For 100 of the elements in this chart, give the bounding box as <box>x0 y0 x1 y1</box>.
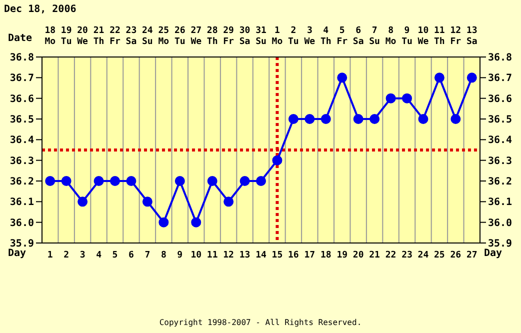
x-tick-label: 28 Th <box>206 26 218 47</box>
y-tick-label: 36.5 <box>10 114 34 126</box>
y2-tick-label: 36.0 <box>488 218 512 229</box>
x-tick-label: 20 We <box>77 26 89 47</box>
point <box>370 114 380 124</box>
x2-tick-label: 22 <box>385 250 396 260</box>
y2-tick-label: 36.2 <box>488 176 512 188</box>
point <box>337 72 348 83</box>
x2-tick-label: 1 <box>47 250 53 260</box>
x-tick-label: 29 Fr <box>223 26 235 47</box>
y-tick-label: 36.6 <box>10 94 34 105</box>
point <box>191 217 202 228</box>
point <box>304 114 315 124</box>
x2-tick-label: 13 <box>239 250 250 260</box>
x-tick-label: 6 Sa <box>352 26 364 47</box>
y2-tick-label: 36.3 <box>488 156 512 167</box>
x2-tick-label: 18 <box>320 250 332 260</box>
y-tick-label: 36.2 <box>10 176 34 188</box>
x2-tick-label: 26 <box>450 250 462 260</box>
x2-tick-label: 14 <box>256 250 267 260</box>
y-tick-label: 35.9 <box>10 238 34 250</box>
y2-tick-label: 36.1 <box>488 197 512 208</box>
x2-tick-label: 20 <box>352 250 364 260</box>
text: Day <box>8 248 26 259</box>
x-tick-label: 12 Fr <box>450 26 462 47</box>
point <box>386 93 396 104</box>
x2-tick-label: 11 <box>206 250 218 260</box>
x2-tick-label: 4 <box>96 250 102 260</box>
point <box>450 114 461 124</box>
x2-tick-label: 21 <box>369 250 380 260</box>
x2-tick-label: 25 <box>434 250 445 260</box>
x-tick-label: 31 Su <box>256 26 266 47</box>
x2-tick-label: 2 <box>64 250 70 260</box>
x2-axis-title: Day <box>484 248 502 259</box>
x-tick-label: 26 Tu <box>174 26 186 47</box>
point <box>320 114 331 124</box>
point <box>158 217 169 228</box>
point <box>272 155 282 166</box>
x-tick-label: 25 Mo <box>158 26 170 47</box>
x2-tick-label: 7 <box>144 250 150 260</box>
x2-tick-label: 24 <box>418 250 430 260</box>
text: Copyright 1998-2007 - All Rights Reserved. <box>158 318 363 327</box>
x-tick-label: 9 Tu <box>402 26 412 47</box>
x-tick-label: 10 We <box>418 26 430 47</box>
point <box>78 196 88 207</box>
x-tick-label: 23 Sa <box>126 26 137 47</box>
point <box>142 196 152 207</box>
x2-tick-label: 17 <box>304 250 316 260</box>
y-tick-label: 36.3 <box>10 156 34 167</box>
point <box>94 176 104 186</box>
x2-tick-label: 12 <box>223 250 234 260</box>
x-tick-label: 24 Su <box>142 26 154 47</box>
x-tick-label: 13 Sa <box>466 26 478 47</box>
x2-tick-label: 19 <box>336 250 348 260</box>
x-tick-label: 3 We <box>304 26 316 47</box>
y2-tick-label: 36.4 <box>488 135 512 146</box>
x2-tick-label: 3 <box>80 250 86 260</box>
y-tick-label: 36.4 <box>10 135 34 146</box>
point <box>174 176 185 186</box>
x-tick-label: 8 Mo <box>385 26 396 47</box>
chart-title: Dec 18, 2006 <box>4 4 76 15</box>
y-tick-label: 36.7 <box>10 73 34 84</box>
y2-tick-label: 36.8 <box>488 52 512 64</box>
x2-tick-label: 8 <box>160 250 166 260</box>
x2-tick-label: 10 <box>190 250 202 260</box>
x-tick-label: 7 Su <box>369 26 380 47</box>
x2-tick-label: 23 <box>402 250 412 260</box>
y2-tick-label: 36.7 <box>488 73 512 84</box>
x-tick-label: 21 Th <box>93 26 104 47</box>
y-tick-label: 36.8 <box>10 52 34 64</box>
x-tick-label: 4 Th <box>320 26 332 47</box>
point <box>256 176 266 186</box>
x-tick-label: 11 Th <box>434 26 445 47</box>
point <box>288 114 298 124</box>
point <box>418 114 428 124</box>
x-tick-label: 22 Fr <box>110 26 121 47</box>
x-tick-label: 19 Tu <box>60 26 72 47</box>
y-tick-label: 36.0 <box>10 218 34 229</box>
point <box>466 72 477 83</box>
point <box>353 114 364 124</box>
x-tick-label: 5 Fr <box>336 26 348 47</box>
x-tick-label: 27 We <box>190 26 202 47</box>
point <box>45 176 56 186</box>
point <box>110 176 120 186</box>
y-tick-label: 36.1 <box>10 197 34 208</box>
x-tick-label: 1 Mo <box>272 26 283 47</box>
x2-tick-label: 16 <box>288 250 299 260</box>
x-axis-title: Date <box>8 33 32 44</box>
point <box>61 176 72 186</box>
y2-tick-label: 36.6 <box>488 94 512 105</box>
x2-tick-label: 5 <box>112 250 118 260</box>
y2-tick-label: 35.9 <box>488 238 512 250</box>
point <box>224 196 234 207</box>
x2-tick-label: 6 <box>128 250 134 260</box>
x2-tick-label: 27 <box>466 250 478 260</box>
point <box>240 176 250 186</box>
point <box>434 72 444 83</box>
x-tick-label: 18 Mo <box>44 26 56 47</box>
x-tick-label: 30 Sa <box>239 26 250 47</box>
point <box>126 176 136 186</box>
